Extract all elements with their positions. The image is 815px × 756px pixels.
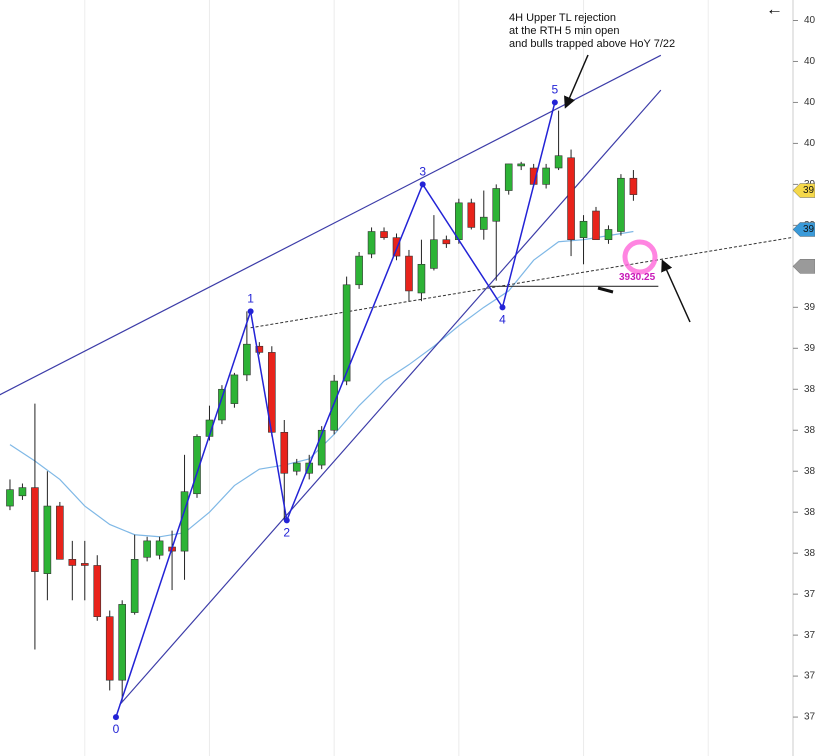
highlight-circle: [622, 239, 658, 275]
candle-body: [93, 565, 102, 617]
wave-point: [419, 181, 426, 188]
candle-body: [579, 220, 588, 238]
y-tick-label: 37: [804, 712, 815, 723]
y-tick-label: 37: [804, 589, 815, 600]
candle-body: [105, 616, 114, 681]
y-tick-label: 39: [804, 302, 815, 313]
candle-body: [43, 505, 52, 574]
candle-body: [479, 216, 488, 230]
y-tick-label: 40: [804, 138, 815, 149]
price-tag: [792, 183, 815, 198]
y-tick-label: 38: [804, 425, 815, 436]
candle-body: [567, 157, 575, 241]
candle-body: [442, 239, 451, 245]
trendline: [0, 54, 662, 396]
wave-path: [115, 102, 556, 718]
wave-label: 3: [419, 165, 426, 179]
y-tick-label: 38: [804, 384, 815, 395]
candle-body: [6, 489, 14, 507]
candle-body: [330, 380, 338, 431]
y-tick-label: 39: [804, 343, 815, 354]
candle-body: [342, 284, 351, 382]
candle-body: [18, 487, 27, 497]
y-tick-label: 38: [804, 548, 815, 559]
candle-body: [629, 177, 638, 195]
price-tag-label: 39: [803, 224, 815, 235]
y-tick-label: 38: [804, 507, 815, 518]
candle-body: [180, 491, 189, 552]
candle-body: [405, 255, 413, 292]
plot-area: [0, 54, 793, 721]
candle-body: [355, 255, 363, 286]
back-icon[interactable]: ←: [766, 0, 783, 18]
wave-label: 5: [552, 83, 559, 97]
candle-body: [617, 177, 625, 232]
wave-point: [247, 308, 254, 315]
y-tick-label: 40: [804, 15, 815, 26]
candle-body: [554, 155, 563, 169]
candle-body: [504, 163, 513, 191]
y-tick-label: 37: [804, 671, 815, 682]
candle-body: [317, 429, 326, 466]
candle-body: [80, 563, 89, 566]
wave-point: [283, 517, 290, 524]
candle-body: [380, 231, 388, 238]
candle-body: [417, 263, 426, 294]
y-tick-label: 38: [804, 466, 815, 477]
candle-body: [492, 188, 501, 222]
y-tick-label: 37: [804, 630, 815, 641]
candle-body: [280, 431, 289, 474]
candle-body: [143, 540, 151, 558]
wave-label: 0: [113, 722, 120, 736]
candle-body: [68, 559, 77, 566]
candle-body: [56, 505, 64, 560]
candle-body: [292, 462, 301, 472]
level-label: 3930.25: [619, 272, 656, 283]
price-tag: [792, 259, 815, 274]
wave-label: 2: [283, 526, 290, 540]
candle-body: [243, 343, 251, 376]
wave-point: [499, 304, 506, 311]
candle-body: [230, 374, 239, 404]
wave-point: [112, 714, 119, 721]
candle-body: [255, 345, 264, 353]
candle-body: [193, 436, 201, 495]
price-tag-label: 39: [803, 185, 815, 196]
arrow: [564, 54, 589, 109]
y-tick-label: 40: [804, 56, 815, 67]
price-tag: [792, 222, 815, 237]
wave-label: 4: [499, 312, 506, 326]
candle-body: [130, 559, 139, 613]
wave-label: 1: [247, 292, 254, 306]
candle-body: [467, 202, 476, 228]
annotation: and bulls trapped above HoY 7/22: [509, 38, 675, 50]
wave-point: [551, 99, 558, 106]
candle-body: [604, 229, 613, 241]
candle-body: [392, 237, 401, 257]
candle-body: [118, 604, 126, 681]
candle-body: [218, 388, 226, 421]
annotation: 4H Upper TL rejection: [509, 12, 616, 24]
candle-body: [517, 163, 525, 167]
candle-body: [430, 239, 438, 269]
annotation: at the RTH 5 min open: [509, 25, 619, 37]
arrow: [597, 286, 614, 294]
candle-body: [592, 210, 600, 241]
y-tick-label: 40: [804, 97, 815, 108]
candle-body: [367, 231, 376, 255]
candle-body: [542, 167, 550, 185]
candle-body: [155, 540, 164, 556]
candle-body: [31, 487, 39, 572]
arrow: [661, 259, 691, 323]
candle-body: [455, 202, 463, 241]
